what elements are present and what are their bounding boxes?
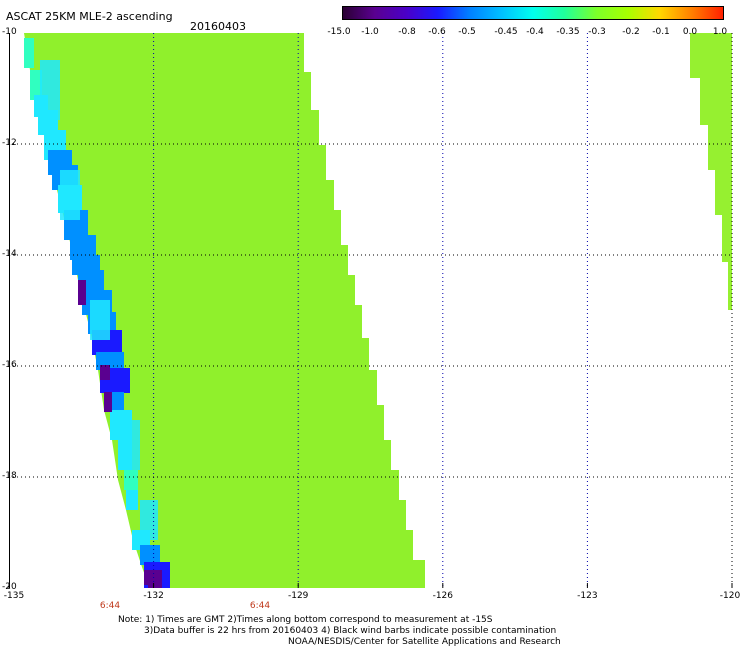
latitude-label: -16: [2, 360, 17, 370]
transition-cell: [140, 500, 158, 540]
lowest-value-cell: [100, 365, 110, 380]
note-line-1: Note: 1) Times are GMT 2)Times along bot…: [118, 615, 493, 625]
latitude-label: -12: [2, 138, 17, 148]
colorbar-tick-label: -0.2: [622, 27, 640, 37]
product-date: 20160403: [190, 20, 246, 33]
colorbar-tick-label: -0.6: [428, 27, 446, 37]
colorbar-tick-label: -0.5: [458, 27, 476, 37]
longitude-label: -126: [432, 591, 454, 601]
longitude-label: -132: [143, 591, 164, 601]
minor-swath: [690, 33, 732, 310]
transition-cell: [90, 300, 110, 340]
colorbar-tick-label: -0.1: [652, 27, 670, 37]
longitude-label: -129: [287, 591, 309, 601]
wind-swath-layer: [24, 33, 732, 588]
colorbar: [342, 6, 724, 20]
colorbar-tick-label: 1.0: [712, 27, 728, 37]
low-value-cell: [30, 70, 42, 100]
low-value-cell: [124, 470, 138, 490]
axis-ticks: [8, 583, 733, 588]
transition-cell: [120, 420, 140, 470]
latitude-label: -18: [2, 471, 17, 481]
low-value-cell: [126, 490, 138, 510]
colorbar-tick-label: -0.8: [398, 27, 416, 37]
note-line-2: 3)Data buffer is 22 hrs from 20160403 4)…: [144, 626, 557, 636]
longitude-label: -123: [577, 591, 598, 601]
colorbar-tick-label: -0.45: [494, 27, 518, 37]
latitude-label: -10: [2, 27, 17, 37]
time-label: 6:44: [99, 601, 121, 611]
lowest-value-cell: [144, 570, 152, 585]
low-value-cell: [140, 545, 160, 565]
product-title: ASCAT 25KM MLE-2 ascending: [6, 10, 173, 23]
plot-frame-left: [9, 33, 10, 588]
transition-cell: [40, 60, 60, 120]
lowest-value-cell: [104, 392, 112, 412]
grid-lines: [9, 33, 733, 588]
colorbar-tick-label: -0.35: [556, 27, 580, 37]
longitude-label: -135: [3, 591, 25, 601]
colorbar-tick-label: -1.0: [361, 27, 379, 37]
latitude-label: -20: [2, 582, 17, 592]
latitude-label: -14: [2, 249, 17, 259]
longitude-label: -120: [719, 591, 740, 601]
colorbar-tick-label: -15.0: [327, 27, 351, 37]
lowest-value-cell: [78, 280, 86, 305]
colorbar-tick-label: 0.0: [682, 27, 698, 37]
low-value-cell: [24, 38, 34, 68]
credit-line: NOAA/NESDIS/Center for Satellite Applica…: [288, 637, 561, 647]
colorbar-tick-label: -0.4: [526, 27, 544, 37]
time-label: 6:44: [249, 601, 271, 611]
colorbar-tick-label: -0.3: [588, 27, 606, 37]
transition-cell: [60, 170, 80, 220]
footnotes: Note: 1) Times are GMT 2)Times along bot…: [118, 615, 561, 648]
